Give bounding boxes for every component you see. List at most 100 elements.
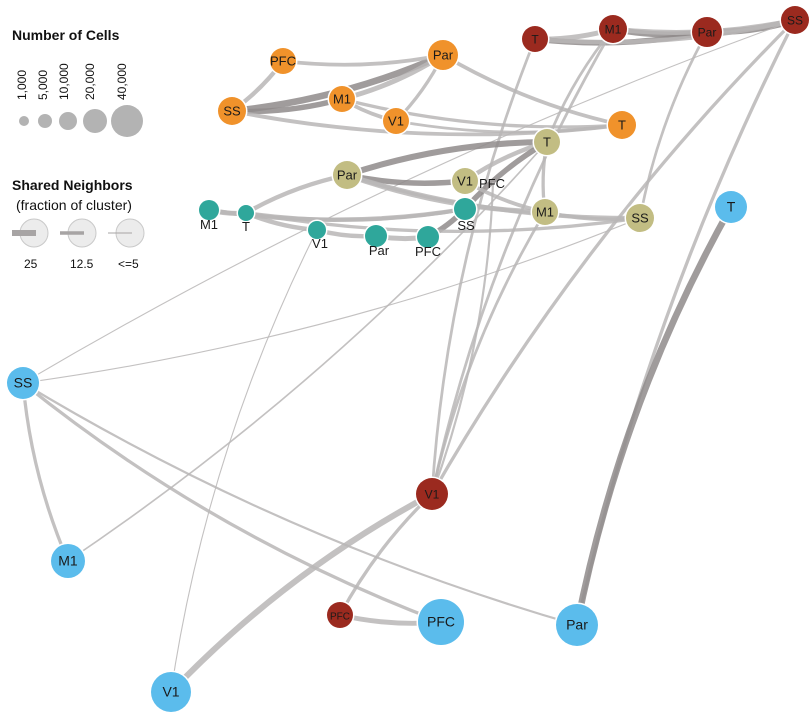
node-r_t[interactable]: T bbox=[520, 24, 550, 54]
node-label-o_ss: SS bbox=[223, 104, 241, 119]
node-circle bbox=[715, 191, 747, 223]
node-circle bbox=[454, 198, 476, 220]
node-circle bbox=[365, 225, 387, 247]
node-circle bbox=[599, 15, 627, 43]
node-label-r_pfc: PFC bbox=[330, 612, 350, 623]
node-g_t[interactable]: T bbox=[236, 203, 256, 235]
node-k_ss[interactable]: SS bbox=[624, 202, 656, 234]
node-b_pfc[interactable]: PFC bbox=[416, 597, 466, 647]
node-k_t[interactable]: T bbox=[532, 127, 562, 157]
edge-g_v1-b_v1 bbox=[170, 229, 318, 693]
node-o_t[interactable]: T bbox=[606, 109, 638, 141]
node-circle bbox=[428, 40, 458, 70]
node-label-b_t: T bbox=[727, 199, 736, 215]
node-b_ss[interactable]: SS bbox=[5, 365, 41, 401]
node-circle bbox=[418, 599, 464, 645]
node-g_par[interactable]: Par bbox=[363, 223, 390, 259]
node-circle bbox=[329, 86, 355, 112]
node-circle bbox=[270, 48, 296, 74]
edge-b_t-b_par bbox=[573, 203, 735, 629]
legend-edge-tick-12-5: 12.5 bbox=[70, 257, 94, 271]
edge-o_v1-o_t bbox=[394, 119, 624, 134]
node-label-o_v1: V1 bbox=[388, 114, 404, 129]
node-b_m1[interactable]: M1 bbox=[49, 542, 87, 580]
node-label-r_par: Par bbox=[698, 26, 717, 40]
node-circle bbox=[781, 6, 809, 34]
node-b_t[interactable]: T bbox=[713, 189, 749, 225]
node-r_pfc[interactable]: PFC bbox=[325, 600, 355, 630]
node-circle bbox=[151, 672, 191, 712]
node-label-g_ss: SS bbox=[457, 218, 475, 233]
node-label-k_pfc: PFC bbox=[479, 176, 505, 191]
node-o_m1[interactable]: M1 bbox=[327, 84, 357, 114]
edge-r_par-k_ss bbox=[638, 30, 709, 220]
node-label-o_par: Par bbox=[433, 48, 454, 63]
node-g_m1[interactable]: M1 bbox=[197, 198, 221, 233]
node-label-o_t: T bbox=[618, 118, 626, 133]
node-label-o_pfc: PFC bbox=[270, 54, 296, 69]
edge-r_v1-k_pfc bbox=[430, 181, 495, 496]
node-label-r_v1: V1 bbox=[425, 488, 440, 502]
edge-k_m1-r_v1 bbox=[430, 210, 547, 496]
node-g_pfc[interactable]: PFC bbox=[415, 224, 441, 260]
legend-size-tick-4: 40,000 bbox=[115, 63, 129, 100]
node-r_v1[interactable]: V1 bbox=[414, 476, 450, 512]
node-k_par[interactable]: Par bbox=[331, 159, 363, 191]
node-circle bbox=[51, 544, 85, 578]
edge-r_m1-r_v1 bbox=[430, 27, 615, 496]
node-o_par[interactable]: Par bbox=[426, 38, 460, 72]
node-label-g_v1: V1 bbox=[312, 236, 328, 251]
node-k_m1[interactable]: M1 bbox=[530, 197, 560, 227]
node-g_ss[interactable]: SS bbox=[452, 196, 478, 234]
node-r_m1[interactable]: M1 bbox=[597, 13, 629, 45]
edge-r_v1-b_v1 bbox=[167, 490, 436, 696]
node-label-o_m1: M1 bbox=[333, 92, 351, 107]
node-circle bbox=[417, 226, 439, 248]
legend-size-circle-4 bbox=[111, 105, 143, 137]
node-circle bbox=[238, 205, 254, 221]
edge-r_t-r_ss bbox=[532, 17, 798, 45]
legend-edge-title: Shared Neighbors bbox=[12, 177, 133, 193]
node-g_v1[interactable]: V1 bbox=[306, 219, 328, 252]
node-k_pfc[interactable]: PFC bbox=[479, 176, 505, 191]
node-circle bbox=[692, 17, 722, 47]
edge-b_ss-k_ss bbox=[22, 217, 641, 384]
edge-b_ss-b_pfc bbox=[21, 381, 443, 624]
node-label-b_m1: M1 bbox=[58, 553, 78, 569]
node-circle bbox=[218, 97, 246, 125]
legend-edge-glyphs bbox=[12, 218, 145, 248]
node-b_v1[interactable]: V1 bbox=[149, 670, 193, 714]
node-layer: PFC Par M1 SS V1 T T M1 Par SS V1 PFC T Par V1 PFC M1 SS M… bbox=[5, 4, 811, 714]
edge-r_ss-b_par bbox=[575, 18, 797, 627]
edge-b_ss-b_par bbox=[21, 381, 579, 627]
legend-edge-subtitle: (fraction of cluster) bbox=[16, 197, 132, 213]
node-label-b_v1: V1 bbox=[162, 684, 179, 700]
node-o_v1[interactable]: V1 bbox=[381, 106, 411, 136]
node-label-k_t: T bbox=[543, 135, 551, 150]
node-label-b_par: Par bbox=[566, 617, 588, 633]
edge-r_v1-r_pfc bbox=[338, 492, 434, 617]
node-r_par[interactable]: Par bbox=[690, 15, 724, 49]
node-r_ss[interactable]: SS bbox=[779, 4, 811, 36]
node-label-r_ss: SS bbox=[787, 14, 803, 28]
node-k_v1[interactable]: V1 bbox=[450, 166, 480, 196]
node-circle bbox=[308, 221, 326, 239]
node-circle bbox=[383, 108, 409, 134]
node-circle bbox=[522, 26, 548, 52]
edge-k_t-k_par bbox=[343, 138, 551, 179]
node-label-r_m1: M1 bbox=[605, 23, 622, 37]
node-circle bbox=[327, 602, 353, 628]
edge-b_ss-b_m1 bbox=[21, 381, 70, 563]
node-o_ss[interactable]: SS bbox=[216, 95, 248, 127]
node-circle bbox=[7, 367, 39, 399]
legend-size-circle-3 bbox=[83, 109, 107, 133]
node-o_pfc[interactable]: PFC bbox=[268, 46, 298, 76]
node-circle bbox=[556, 604, 598, 646]
legend-size-ticks: 1,000 5,000 10,000 20,000 40,000 bbox=[15, 63, 129, 100]
legend-size-circle-2 bbox=[59, 112, 77, 130]
node-b_par[interactable]: Par bbox=[554, 602, 600, 648]
node-label-k_v1: V1 bbox=[457, 174, 473, 189]
edge-r_ss-r_v1 bbox=[430, 18, 797, 496]
node-label-g_par: Par bbox=[369, 243, 390, 258]
